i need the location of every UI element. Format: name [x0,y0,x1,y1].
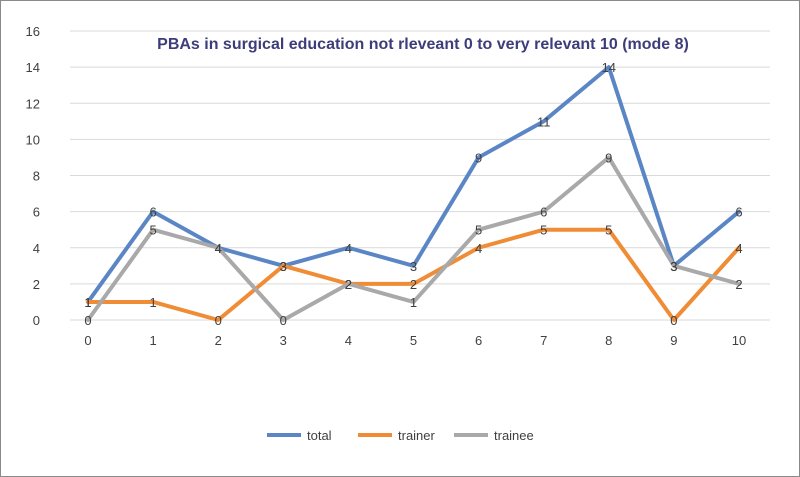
data-label-trainer: 5 [540,223,547,238]
x-tick-label: 9 [670,333,677,348]
legend: total trainer trainee [267,428,534,443]
data-label-total: 9 [475,150,482,165]
data-label-trainer: 2 [345,277,352,292]
y-tick-label: 10 [26,132,40,147]
series-line-total [86,65,741,304]
data-label-total: 6 [149,205,156,220]
data-label-total: 4 [345,241,352,256]
x-tick-label: 3 [280,333,287,348]
chart-title: PBAs in surgical education not rleveant … [157,36,689,53]
x-tick-label: 10 [732,333,746,348]
legend-label-total: total [307,428,332,443]
series-lines [86,65,741,322]
data-label-total: 1 [84,295,91,310]
x-tick-label: 5 [410,333,417,348]
data-label-trainer: 0 [215,313,222,328]
x-tick-label: 1 [149,333,156,348]
data-label-total: 4 [215,241,222,256]
data-label-trainer: 4 [735,241,742,256]
legend-label-trainer: trainer [398,428,436,443]
data-label-trainee: 4 [215,241,222,256]
data-label-trainee: 1 [410,295,417,310]
x-tick-label: 7 [540,333,547,348]
data-label-trainee: 0 [280,313,287,328]
data-label-trainer: 0 [670,313,677,328]
data-label-trainer: 4 [475,241,482,256]
y-tick-label: 8 [33,169,40,184]
data-label-total: 11 [537,114,551,129]
data-label-trainee: 5 [149,223,156,238]
data-label-total: 3 [670,259,677,274]
data-label-trainee: 0 [84,313,91,328]
x-tick-label: 2 [215,333,222,348]
y-tick-label: 12 [26,96,40,111]
data-label-total: 6 [735,205,742,220]
data-label-total: 14 [602,60,616,75]
series-line-trainee [86,155,741,322]
x-tick-label: 8 [605,333,612,348]
y-axis-ticks: 0 2 4 6 8 10 12 14 16 [26,24,40,328]
series-line-trainer [86,227,741,322]
data-label-total: 3 [410,259,417,274]
data-label-trainee: 2 [345,277,352,292]
data-label-trainee: 5 [475,223,482,238]
x-axis-ticks: 0 1 2 3 4 5 6 7 8 9 10 [84,333,746,348]
y-tick-label: 0 [33,313,40,328]
data-label-trainee: 9 [605,150,612,165]
data-label-trainer: 5 [605,223,612,238]
y-tick-label: 2 [33,277,40,292]
x-tick-label: 6 [475,333,482,348]
y-tick-label: 16 [26,24,40,39]
x-tick-label: 0 [84,333,91,348]
data-label-trainee: 3 [670,259,677,274]
data-label-trainer: 1 [149,295,156,310]
legend-label-trainee: trainee [494,428,534,443]
data-label-total: 3 [280,259,287,274]
y-tick-label: 14 [26,60,40,75]
data-label-trainer: 2 [410,277,417,292]
x-tick-label: 4 [345,333,352,348]
data-label-trainer: 3 [280,259,287,274]
y-tick-label: 4 [33,241,40,256]
data-label-trainee: 6 [540,205,547,220]
data-label-trainer: 1 [84,295,91,310]
data-label-trainee: 2 [735,277,742,292]
gridlines [70,30,770,321]
y-tick-label: 6 [33,205,40,220]
